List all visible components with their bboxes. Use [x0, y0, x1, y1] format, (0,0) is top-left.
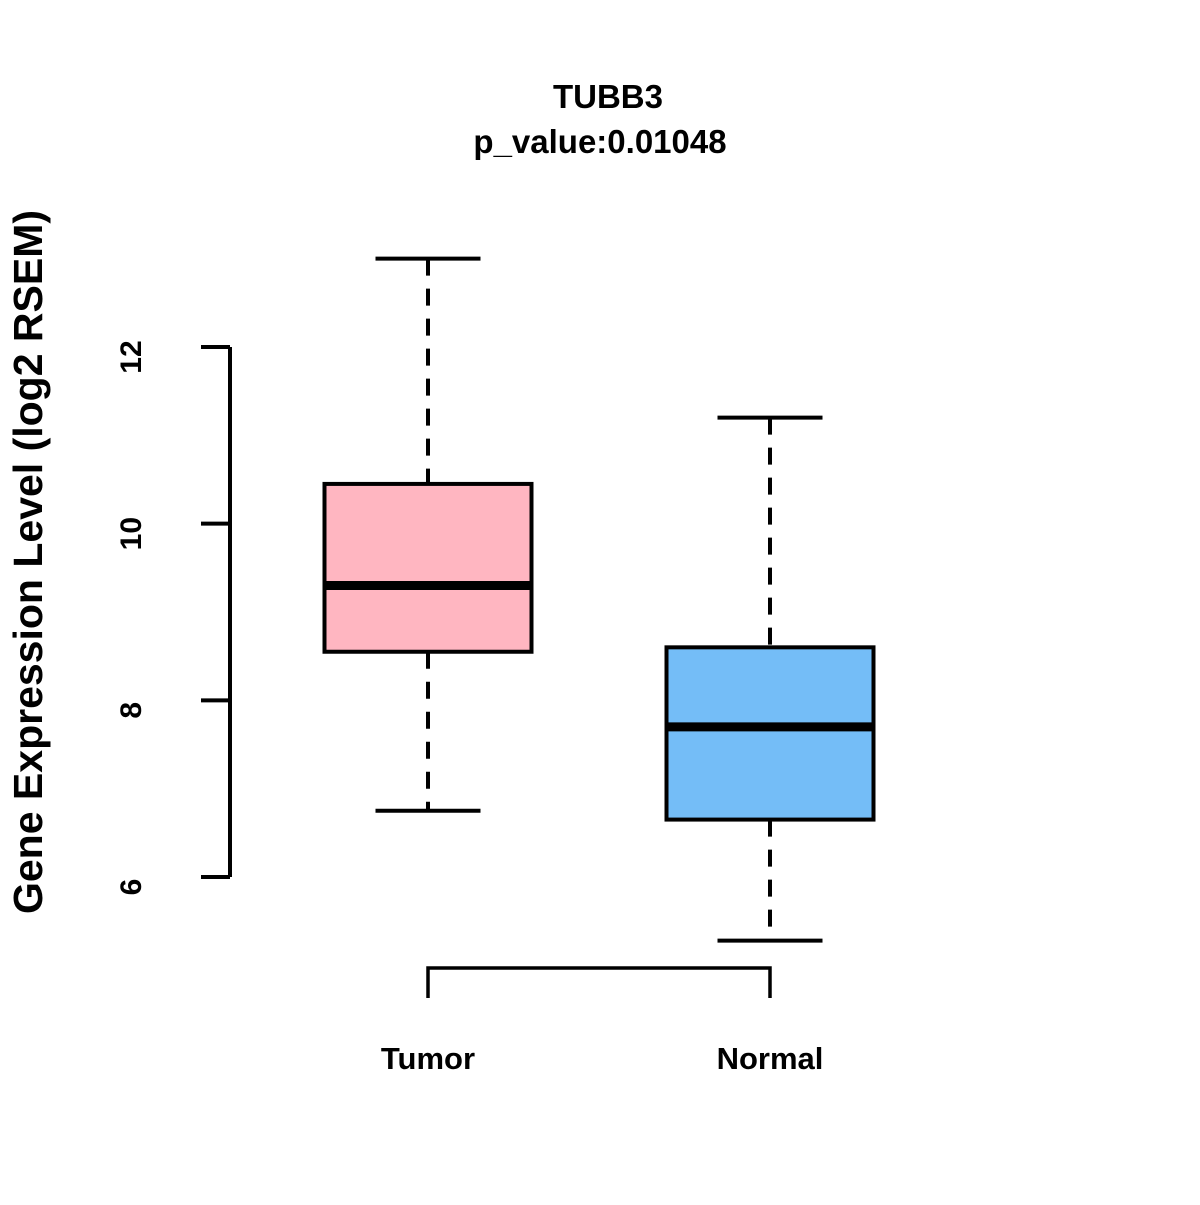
y-tick-label: 12: [115, 340, 148, 373]
chart-title: TUBB3: [553, 78, 663, 115]
significance-bracket: [426, 966, 772, 999]
y-axis-label: Gene Expression Level (log2 RSEM): [5, 210, 51, 914]
chart-subtitle: p_value:0.01048: [473, 123, 726, 160]
plot-elements: 6 8 10 12 Tumor Normal: [115, 256, 876, 1076]
x-category-label-normal: Normal: [717, 1041, 824, 1076]
tumor-box: [322, 481, 534, 654]
x-category-label-tumor: Tumor: [381, 1041, 475, 1076]
y-tick-label: 6: [115, 879, 148, 896]
y-tick-label: 8: [115, 702, 148, 719]
normal-box: [664, 645, 876, 822]
y-tick-label: 10: [115, 517, 148, 550]
